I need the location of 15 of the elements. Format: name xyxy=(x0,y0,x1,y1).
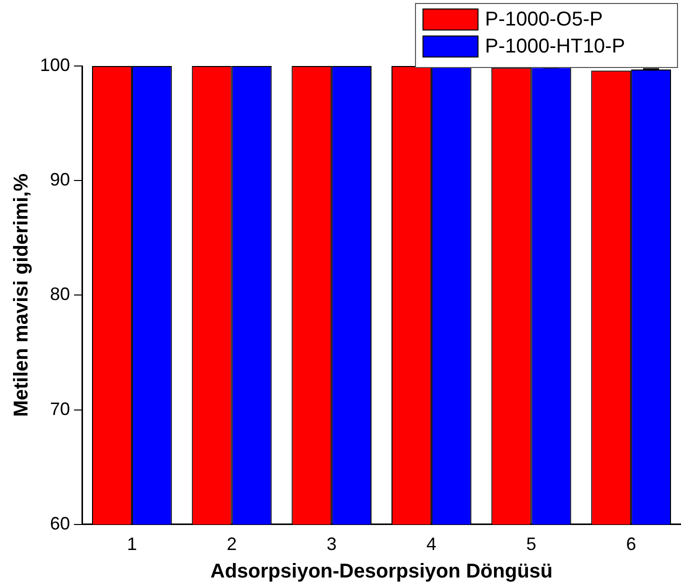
legend-label: P-1000-O5-P xyxy=(485,8,603,31)
legend-label: P-1000-HT10-P xyxy=(485,36,626,58)
y-tick-label: 80 xyxy=(50,284,70,304)
y-axis-title: Metilen mavisi giderimi,% xyxy=(10,173,33,417)
y-tick-label: 60 xyxy=(50,513,70,534)
y-tick-label: 100 xyxy=(40,54,70,75)
x-tick-label: 5 xyxy=(526,534,536,554)
x-tick-label: 6 xyxy=(626,534,636,554)
x-tick-label: 4 xyxy=(426,534,436,554)
x-tick-label: 3 xyxy=(326,534,337,554)
x-axis-title: Adsorpsiyon-Desorpsiyon Döngüsü xyxy=(210,560,553,583)
x-tick-label: 2 xyxy=(226,534,237,554)
y-tick-label: 70 xyxy=(50,398,70,419)
y-tick-label: 90 xyxy=(50,170,70,190)
x-tick-label: 1 xyxy=(126,534,137,554)
